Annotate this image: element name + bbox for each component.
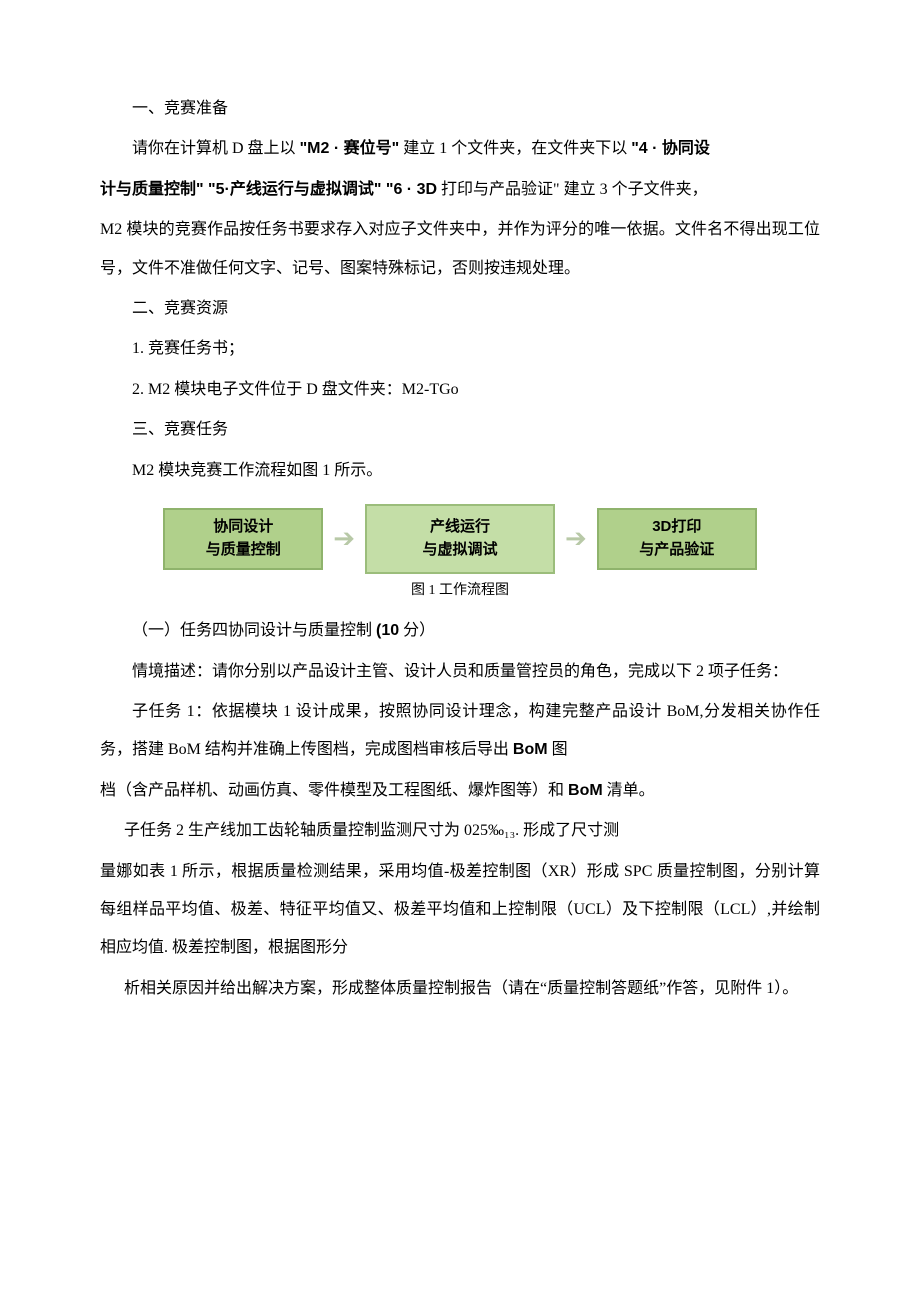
text-bold: "4 · 协同设 (631, 140, 710, 157)
text: 打印与产品验证" 建立 3 个子文件夹， (441, 181, 708, 198)
flow-box-3-line1: 3D打印 (652, 516, 701, 539)
workflow-diagram: 协同设计 与质量控制 ➔ 产线运行 与虚拟调试 ➔ 3D打印 与产品验证 (100, 504, 820, 574)
text: （一）任务四协同设计与质量控制 (132, 622, 372, 639)
section-1-title: 一、竞赛准备 (100, 90, 820, 128)
text: 档（含产品样机、动画仿真、零件模型及工程图纸、爆炸图等）和 (100, 782, 564, 799)
text: 图 (552, 741, 568, 758)
text-bold: "M2 · 赛位号" (300, 140, 400, 157)
flow-box-2: 产线运行 与虚拟调试 (365, 504, 555, 574)
text: 子任务 1：依据模块 1 设计成果，按照协同设计理念，构建完整产品设计 BoM,… (100, 703, 820, 758)
flow-arrow-2: ➔ (565, 526, 587, 552)
section-3-title: 三、竞赛任务 (100, 411, 820, 449)
flow-box-2-line1: 产线运行 (430, 516, 490, 539)
flow-box-1: 协同设计 与质量控制 (163, 508, 323, 570)
subtask-2-line1: 子任务 2 生产线加工齿轮轴质量控制监测尺寸为 025‰₁₃. 形成了尺寸测 (100, 812, 820, 850)
text-bold: (10 (376, 622, 399, 639)
flow-caption: 图 1 工作流程图 (100, 580, 820, 602)
text-bold: BoM (568, 782, 603, 799)
text-bold: 计与质量控制" "5·产线运行与虚拟调试" "6 · 3D (100, 181, 437, 198)
resource-item-1: 1. 竞赛任务书； (100, 330, 820, 368)
context-desc: 情境描述：请你分别以产品设计主管、设计人员和质量管控员的角色，完成以下 2 项子… (100, 653, 820, 691)
flow-box-3-line2: 与产品验证 (639, 539, 714, 562)
flow-box-3: 3D打印 与产品验证 (597, 508, 757, 570)
text: 分） (403, 622, 435, 639)
subtask-1: 子任务 1：依据模块 1 设计成果，按照协同设计理念，构建完整产品设计 BoM,… (100, 693, 820, 770)
subtask-2-body: 量娜如表 1 所示，根据质量检测结果，采用均值-极差控制图（XR）形成 SPC … (100, 853, 820, 968)
text: 清单。 (607, 782, 655, 799)
flow-box-2-line2: 与虚拟调试 (422, 539, 497, 562)
subtask-2-end: 析相关原因并给出解决方案，形成整体质量控制报告（请在“质量控制答题纸”作答，见附… (100, 970, 820, 1008)
text-bold: BoM (513, 741, 548, 758)
section-2-title: 二、竞赛资源 (100, 290, 820, 328)
flow-box-1-line2: 与质量控制 (206, 539, 281, 562)
task-1-heading: （一）任务四协同设计与质量控制 (10 分） (100, 612, 820, 650)
paragraph-prep: 请你在计算机 D 盘上以 "M2 · 赛位号" 建立 1 个文件夹，在文件夹下以… (100, 130, 820, 168)
subtask-1-cont: 档（含产品样机、动画仿真、零件模型及工程图纸、爆炸图等）和 BoM 清单。 (100, 772, 820, 810)
flow-intro: M2 模块竞赛工作流程如图 1 所示。 (100, 452, 820, 490)
paragraph-prep-cont: 计与质量控制" "5·产线运行与虚拟调试" "6 · 3D 打印与产品验证" 建… (100, 171, 820, 209)
text: 建立 1 个文件夹，在文件夹下以 (403, 140, 627, 157)
flow-box-1-line1: 协同设计 (213, 516, 273, 539)
paragraph-prep-cont2: M2 模块的竞赛作品按任务书要求存入对应子文件夹中，并作为评分的唯一依据。文件名… (100, 211, 820, 288)
resource-item-2: 2. M2 模块电子文件位于 D 盘文件夹：M2-TGo (100, 371, 820, 409)
flow-arrow-1: ➔ (333, 526, 355, 552)
text: 请你在计算机 D 盘上以 (132, 140, 296, 157)
